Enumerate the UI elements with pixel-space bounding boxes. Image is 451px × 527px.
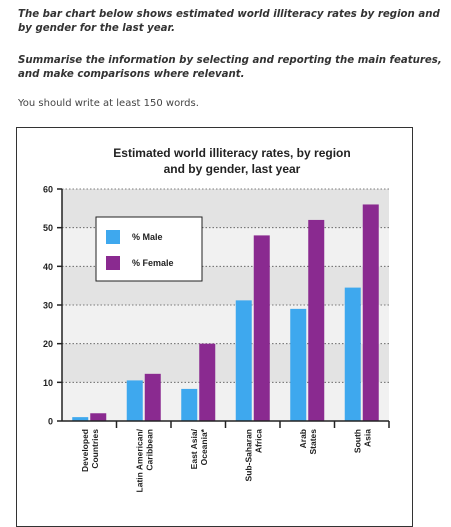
y-tick-label: 40	[43, 262, 53, 272]
x-tick-label: Sub-Saharan Africa	[243, 429, 263, 482]
bar-male	[126, 380, 143, 421]
chart-title-line-2: and by gender, last year	[164, 162, 301, 176]
x-tick-label: Developed Countries	[80, 429, 100, 472]
x-tick-label-line: Sub-Saharan	[243, 429, 253, 481]
y-tick-label: 30	[43, 301, 53, 311]
task-instructions: Summarise the information by selecting a…	[18, 55, 442, 80]
grid-band	[62, 305, 389, 344]
x-tick-label-line: Oceania*	[199, 428, 209, 465]
x-tick-label-line: States	[308, 429, 318, 455]
task-description: The bar chart below shows estimated worl…	[18, 9, 440, 34]
bar-female	[90, 413, 107, 421]
word-count-instruction: You should write at least 150 words.	[18, 98, 199, 109]
bar-chart: Estimated world illiteracy rates, by reg…	[43, 146, 390, 492]
bar-female	[362, 204, 379, 421]
chart-title-line-1: Estimated world illiteracy rates, by reg…	[113, 146, 350, 160]
legend: % Male % Female	[95, 216, 203, 282]
bar-female	[199, 343, 216, 421]
x-tick-label-line: East Asia/	[189, 428, 199, 469]
bar-male	[290, 308, 307, 421]
bar-female	[253, 235, 270, 421]
bar-female	[144, 373, 161, 421]
y-axis-ticks: 0 10 20 30 40 50 60	[43, 185, 62, 427]
bar-male	[344, 287, 361, 421]
x-tick-label-line: Asia	[362, 429, 372, 447]
bar-male	[181, 388, 198, 421]
legend-label: % Male	[132, 232, 163, 242]
legend-box	[95, 216, 203, 282]
x-tick-label: East Asia/Oceania*	[189, 428, 209, 469]
bar-male	[72, 417, 89, 421]
x-tick-label: South Asia	[352, 429, 372, 453]
bar-male	[235, 300, 252, 421]
x-tick-label-line: Developed	[80, 429, 90, 472]
y-tick-label: 50	[43, 223, 53, 233]
x-tick-label-line: Africa	[253, 429, 263, 453]
bars	[72, 204, 379, 421]
legend-swatch	[106, 256, 120, 270]
grid-band	[62, 382, 389, 421]
x-tick-label-line: Caribbean	[144, 429, 154, 471]
x-tick-label-line: Arab	[298, 429, 308, 448]
x-axis-labels: Developed Countries Latin American/Caribbe…	[80, 428, 373, 492]
y-tick-label: 10	[43, 378, 53, 388]
legend-swatch	[106, 230, 120, 244]
y-tick-label: 20	[43, 339, 53, 349]
x-tick-label-line: South	[352, 429, 362, 453]
x-tick-label-line: Countries	[90, 429, 100, 469]
grid-band	[62, 343, 389, 383]
x-tick-label: Latin American/Caribbean	[134, 428, 154, 492]
y-tick-label: 0	[48, 417, 53, 427]
x-tick-label-line: Latin American/	[134, 428, 144, 492]
x-tick-label: Arab States	[298, 429, 318, 455]
legend-label: % Female	[132, 258, 174, 268]
y-tick-label: 60	[43, 185, 53, 195]
bar-female	[308, 219, 325, 421]
